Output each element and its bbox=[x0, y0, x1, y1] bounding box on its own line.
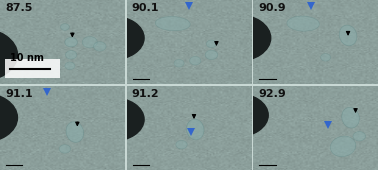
Circle shape bbox=[79, 16, 144, 60]
Ellipse shape bbox=[65, 51, 77, 59]
Ellipse shape bbox=[330, 136, 356, 157]
Ellipse shape bbox=[206, 40, 217, 48]
Text: 92.9: 92.9 bbox=[258, 89, 286, 99]
Ellipse shape bbox=[205, 50, 218, 60]
Circle shape bbox=[0, 28, 17, 82]
Circle shape bbox=[201, 14, 271, 62]
Circle shape bbox=[0, 92, 17, 143]
Ellipse shape bbox=[342, 107, 359, 128]
FancyBboxPatch shape bbox=[5, 59, 60, 78]
Text: 91.1: 91.1 bbox=[5, 89, 33, 99]
Ellipse shape bbox=[60, 24, 69, 30]
Text: 91.2: 91.2 bbox=[132, 89, 159, 99]
Ellipse shape bbox=[190, 56, 201, 65]
Text: 87.5: 87.5 bbox=[5, 3, 33, 13]
Text: 90.9: 90.9 bbox=[258, 3, 286, 13]
Ellipse shape bbox=[176, 140, 187, 149]
Ellipse shape bbox=[287, 16, 319, 31]
Ellipse shape bbox=[155, 16, 190, 31]
Ellipse shape bbox=[353, 132, 366, 141]
Circle shape bbox=[79, 97, 144, 141]
Text: 90.1: 90.1 bbox=[132, 3, 159, 13]
Ellipse shape bbox=[66, 122, 84, 142]
Ellipse shape bbox=[82, 37, 97, 48]
Ellipse shape bbox=[59, 145, 70, 153]
Ellipse shape bbox=[186, 119, 204, 140]
Ellipse shape bbox=[94, 42, 106, 51]
Ellipse shape bbox=[339, 25, 357, 46]
Text: 10 nm: 10 nm bbox=[10, 53, 44, 63]
Ellipse shape bbox=[65, 62, 75, 70]
Ellipse shape bbox=[174, 59, 184, 67]
Ellipse shape bbox=[65, 38, 77, 47]
Ellipse shape bbox=[321, 54, 331, 61]
Circle shape bbox=[203, 93, 268, 137]
